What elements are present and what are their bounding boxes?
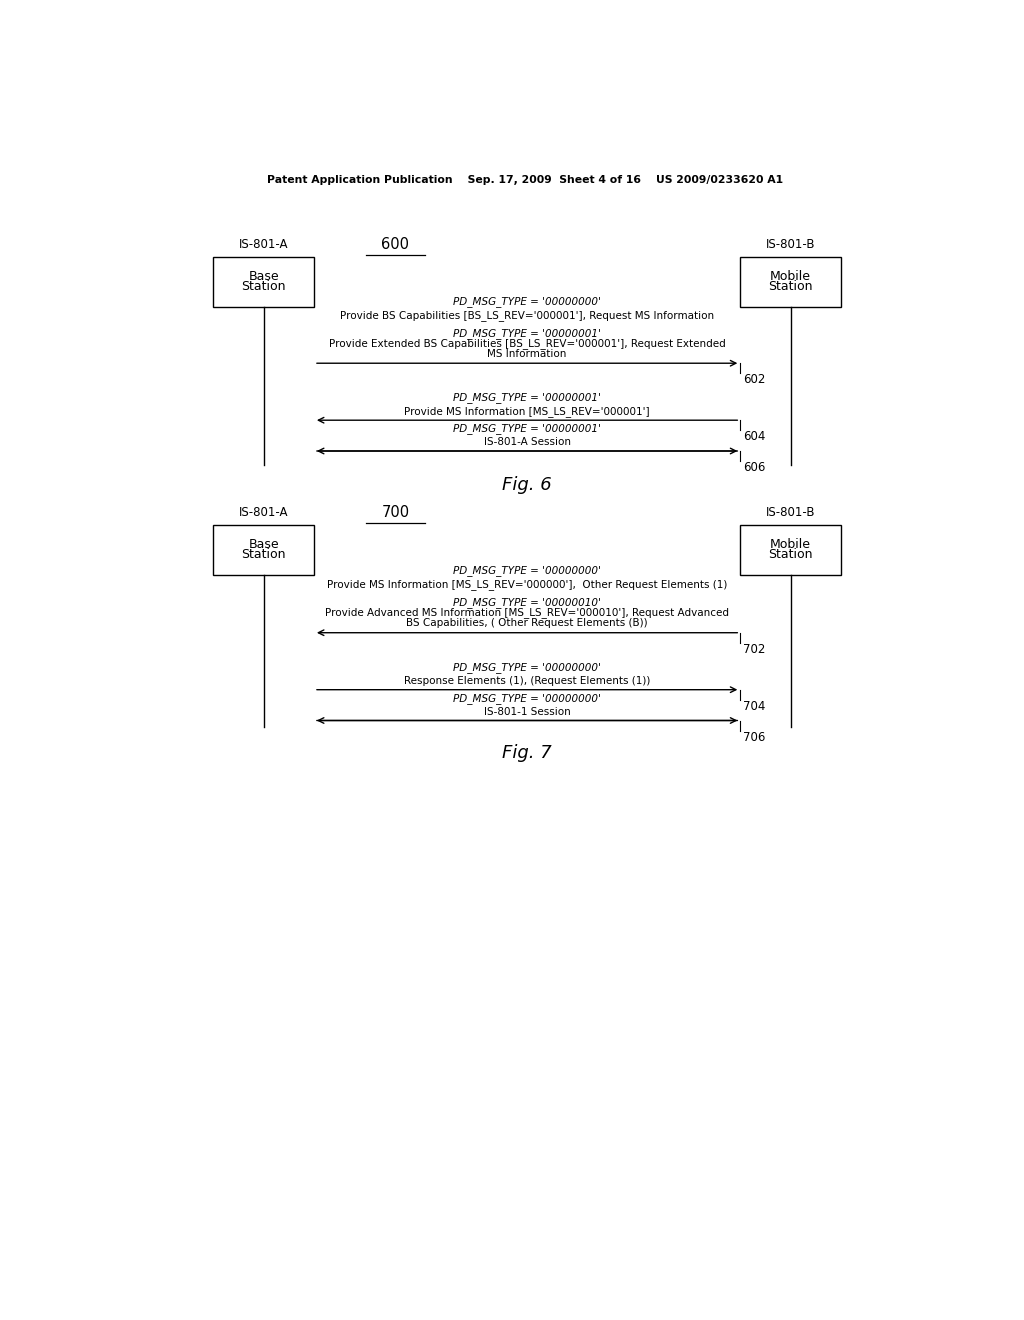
Text: Mobile: Mobile: [770, 269, 811, 282]
FancyBboxPatch shape: [213, 524, 314, 574]
FancyBboxPatch shape: [740, 524, 841, 574]
Text: IS-801-A: IS-801-A: [239, 506, 289, 519]
Text: PD_MSG_TYPE = '00000001': PD_MSG_TYPE = '00000001': [454, 424, 601, 434]
Text: PD_MSG_TYPE = '00000000': PD_MSG_TYPE = '00000000': [454, 296, 601, 308]
Text: MS Information: MS Information: [487, 348, 567, 359]
Text: Provide BS Capabilities [BS_LS_REV='000001'], Request MS Information: Provide BS Capabilities [BS_LS_REV='0000…: [340, 310, 714, 321]
Text: 700: 700: [381, 506, 410, 520]
Text: 706: 706: [743, 730, 766, 743]
Text: PD_MSG_TYPE = '00000000': PD_MSG_TYPE = '00000000': [454, 661, 601, 673]
Text: Fig. 7: Fig. 7: [502, 743, 552, 762]
Text: Provide MS Information [MS_LS_REV='000000'],  Other Request Elements (1): Provide MS Information [MS_LS_REV='00000…: [327, 579, 727, 590]
Text: 704: 704: [743, 700, 766, 713]
Text: Station: Station: [242, 548, 286, 561]
Text: PD_MSG_TYPE = '00000010': PD_MSG_TYPE = '00000010': [454, 597, 601, 609]
Text: Station: Station: [242, 280, 286, 293]
Text: 702: 702: [743, 643, 766, 656]
FancyBboxPatch shape: [213, 256, 314, 306]
Text: BS Capabilities, ( Other Request Elements (B)): BS Capabilities, ( Other Request Element…: [407, 618, 648, 628]
Text: IS-801-A: IS-801-A: [239, 238, 289, 251]
Text: Base: Base: [248, 537, 279, 550]
Text: IS-801-1 Session: IS-801-1 Session: [483, 706, 570, 717]
Text: 604: 604: [743, 430, 766, 444]
Text: 600: 600: [381, 238, 410, 252]
Text: Provide Advanced MS Information [MS_LS_REV='000010'], Request Advanced: Provide Advanced MS Information [MS_LS_R…: [326, 607, 729, 618]
Text: Base: Base: [248, 269, 279, 282]
Text: PD_MSG_TYPE = '00000000': PD_MSG_TYPE = '00000000': [454, 693, 601, 704]
Text: Provide MS Information [MS_LS_REV='000001']: Provide MS Information [MS_LS_REV='00000…: [404, 407, 650, 417]
Text: Provide Extended BS Capabilities [BS_LS_REV='000001'], Request Extended: Provide Extended BS Capabilities [BS_LS_…: [329, 338, 725, 348]
Text: PD_MSG_TYPE = '00000000': PD_MSG_TYPE = '00000000': [454, 565, 601, 576]
Text: Station: Station: [768, 548, 813, 561]
Text: Response Elements (1), (Request Elements (1)): Response Elements (1), (Request Elements…: [403, 676, 650, 686]
Text: IS-801-A Session: IS-801-A Session: [483, 437, 570, 447]
Text: Patent Application Publication    Sep. 17, 2009  Sheet 4 of 16    US 2009/023362: Patent Application Publication Sep. 17, …: [266, 176, 783, 185]
Text: IS-801-B: IS-801-B: [766, 506, 815, 519]
Text: IS-801-B: IS-801-B: [766, 238, 815, 251]
Text: 606: 606: [743, 461, 766, 474]
Text: PD_MSG_TYPE = '00000001': PD_MSG_TYPE = '00000001': [454, 392, 601, 404]
Text: PD_MSG_TYPE = '00000001': PD_MSG_TYPE = '00000001': [454, 327, 601, 339]
Text: Fig. 6: Fig. 6: [502, 475, 552, 494]
Text: Station: Station: [768, 280, 813, 293]
Text: 602: 602: [743, 374, 766, 387]
Text: Mobile: Mobile: [770, 537, 811, 550]
FancyBboxPatch shape: [740, 256, 841, 306]
